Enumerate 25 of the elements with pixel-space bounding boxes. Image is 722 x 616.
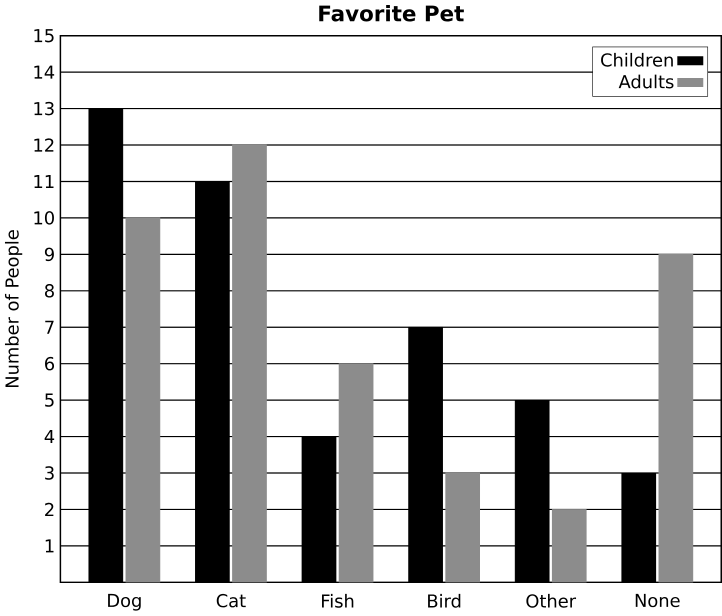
- y-tick-label: 5: [45, 394, 54, 407]
- x-tick-label: Dog: [108, 594, 141, 611]
- x-tick-label: Bird: [428, 594, 460, 608]
- y-tick-label: 14: [34, 66, 54, 79]
- y-tick-label: 13: [34, 102, 54, 116]
- y-axis-title: Number of People: [4, 230, 22, 388]
- chart-title: Favorite Pet: [319, 5, 464, 22]
- y-tick-label: 4: [44, 430, 54, 444]
- legend-label: Children: [601, 53, 673, 67]
- y-tick-label: 1: [46, 540, 54, 553]
- y-tick-label: 9: [44, 248, 54, 262]
- y-tick-label: 10: [34, 211, 54, 225]
- x-tick-label: Cat: [216, 594, 246, 608]
- y-tick-label: 3: [45, 466, 54, 480]
- x-tick-label: None: [636, 594, 680, 608]
- y-tick-label: 11: [34, 175, 54, 188]
- y-tick-label: 2: [45, 503, 54, 516]
- y-tick-label: 8: [45, 284, 54, 298]
- y-tick-label: 7: [45, 320, 54, 334]
- y-tick-label: 6: [45, 357, 54, 371]
- legend-label: Adults: [618, 74, 674, 89]
- x-tick-label: Fish: [322, 594, 354, 608]
- x-tick-label: Other: [526, 594, 576, 608]
- y-tick-label: 15: [34, 29, 54, 43]
- y-tick-label: 12: [34, 138, 54, 152]
